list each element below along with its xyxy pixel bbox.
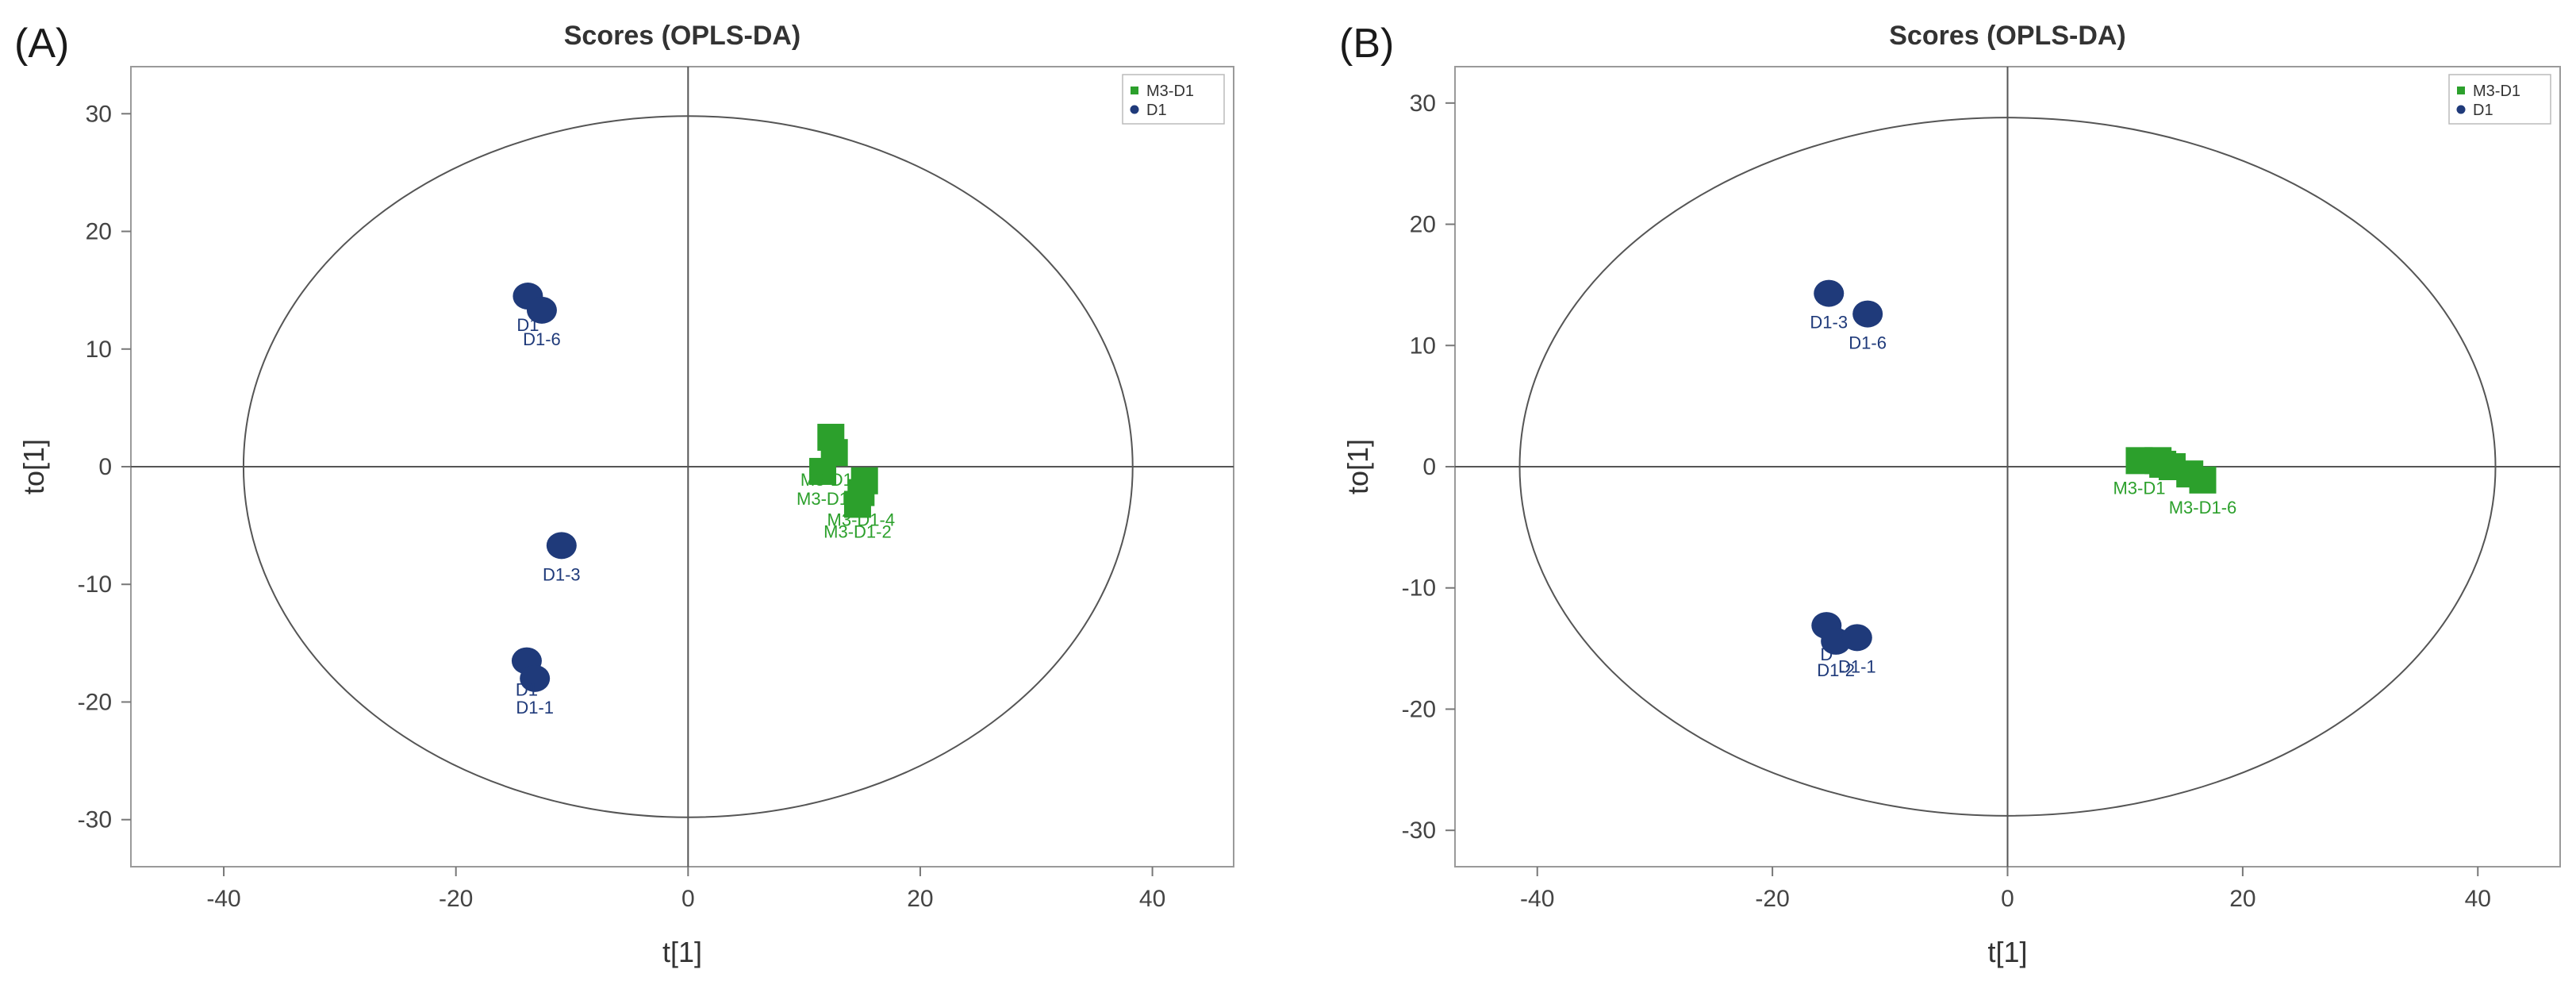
data-point-square — [809, 457, 837, 485]
y-tick-label: -10 — [78, 571, 112, 598]
legend-marker-circle — [1130, 105, 1139, 114]
y-tick-label: -30 — [1402, 818, 1436, 844]
data-point-label: M3-D1-2 — [823, 521, 892, 541]
legend-entry: M3-D1 — [1146, 83, 1194, 100]
panel-b: (B) Scores (OPLS-DA) -40 -20 0 20 40 -30 -20 -10 0… — [1339, 21, 2561, 968]
data-point-label: D1-6 — [1849, 333, 1887, 353]
x-tick-label: 0 — [2001, 886, 2014, 912]
panel-a: (A) Scores (OPLS-DA) -40 -20 0 20 40 -30 -20 -10 0… — [14, 21, 1234, 968]
data-point-circle — [1841, 624, 1872, 652]
legend-box — [2448, 74, 2551, 125]
y-tick-label: 0 — [1422, 454, 1436, 480]
x-tick-label: 40 — [2465, 886, 2491, 912]
data-point-label: D1-6 — [523, 329, 561, 349]
y-axis-label: to[1] — [17, 439, 50, 494]
data-point-label: D1-3 — [543, 564, 581, 584]
y-tick-label: 10 — [1410, 333, 1436, 359]
panel-label: (B) — [1339, 21, 1394, 67]
x-axis-label: t[1] — [1987, 936, 2027, 968]
data-point-square — [2149, 450, 2177, 478]
legend-marker-square — [2457, 87, 2465, 94]
data-point-circle — [526, 296, 557, 324]
y-tick-label: 30 — [1410, 90, 1436, 117]
y-tick-label: -20 — [78, 689, 112, 715]
data-point-circle — [1814, 279, 1845, 307]
x-tick-label: 0 — [681, 886, 695, 912]
y-tick-label: -30 — [78, 807, 112, 833]
x-tick-label: -20 — [439, 886, 473, 912]
x-tick-label: 20 — [2229, 886, 2255, 912]
legend-box — [1122, 74, 1225, 125]
data-point-label: M3-D1-1 — [800, 470, 869, 490]
x-tick-label: 20 — [907, 886, 933, 912]
confidence-ellipse — [242, 115, 1134, 818]
y-tick-label: -10 — [1402, 575, 1436, 602]
legend-entry: D1 — [1146, 102, 1167, 119]
panel-label: (A) — [14, 21, 69, 67]
data-point-square — [843, 490, 871, 518]
legend-entry: D1 — [2473, 102, 2493, 119]
data-point-label: M3-D1-6 — [2169, 498, 2237, 517]
x-tick-label: -40 — [206, 886, 240, 912]
data-point-label: D1-2 — [1817, 660, 1855, 680]
data-point-label: D1 — [516, 315, 539, 335]
data-point-circle — [546, 532, 577, 560]
x-tick-label: 40 — [1139, 886, 1165, 912]
confidence-ellipse — [1518, 117, 2497, 817]
chart-title: Scores (OPLS-DA) — [1889, 21, 2126, 51]
data-point-label: D1 — [516, 680, 538, 700]
data-point-label: M3-D1 — [2113, 478, 2165, 498]
y-tick-label: 0 — [98, 454, 112, 480]
legend-marker-square — [1131, 87, 1138, 94]
x-tick-label: -40 — [1520, 886, 1554, 912]
x-axis-label: t[1] — [662, 936, 702, 968]
data-point-square — [2189, 466, 2217, 494]
y-tick-label: 20 — [1410, 212, 1436, 238]
chart-title: Scores (OPLS-DA) — [564, 21, 801, 51]
y-tick-label: -20 — [1402, 696, 1436, 722]
legend-marker-circle — [2456, 105, 2466, 114]
data-point-label: M3-D1 — [797, 489, 849, 509]
data-point-label: M3-D1-4 — [827, 510, 896, 530]
x-tick-label: -20 — [1755, 886, 1789, 912]
y-tick-label: 30 — [86, 101, 112, 127]
data-point-label: D1-1 — [516, 698, 554, 717]
legend-entry: M3-D1 — [2473, 83, 2520, 100]
data-point-label: D1-1 — [1838, 656, 1876, 676]
data-point-circle — [520, 664, 551, 692]
y-axis-label: to[1] — [1342, 439, 1374, 494]
data-point-label: D1-3 — [1810, 313, 1848, 333]
y-tick-label: 20 — [86, 219, 112, 245]
y-tick-label: 10 — [86, 337, 112, 363]
data-point-label: D — [1820, 644, 1833, 664]
data-point-circle — [1852, 300, 1883, 328]
